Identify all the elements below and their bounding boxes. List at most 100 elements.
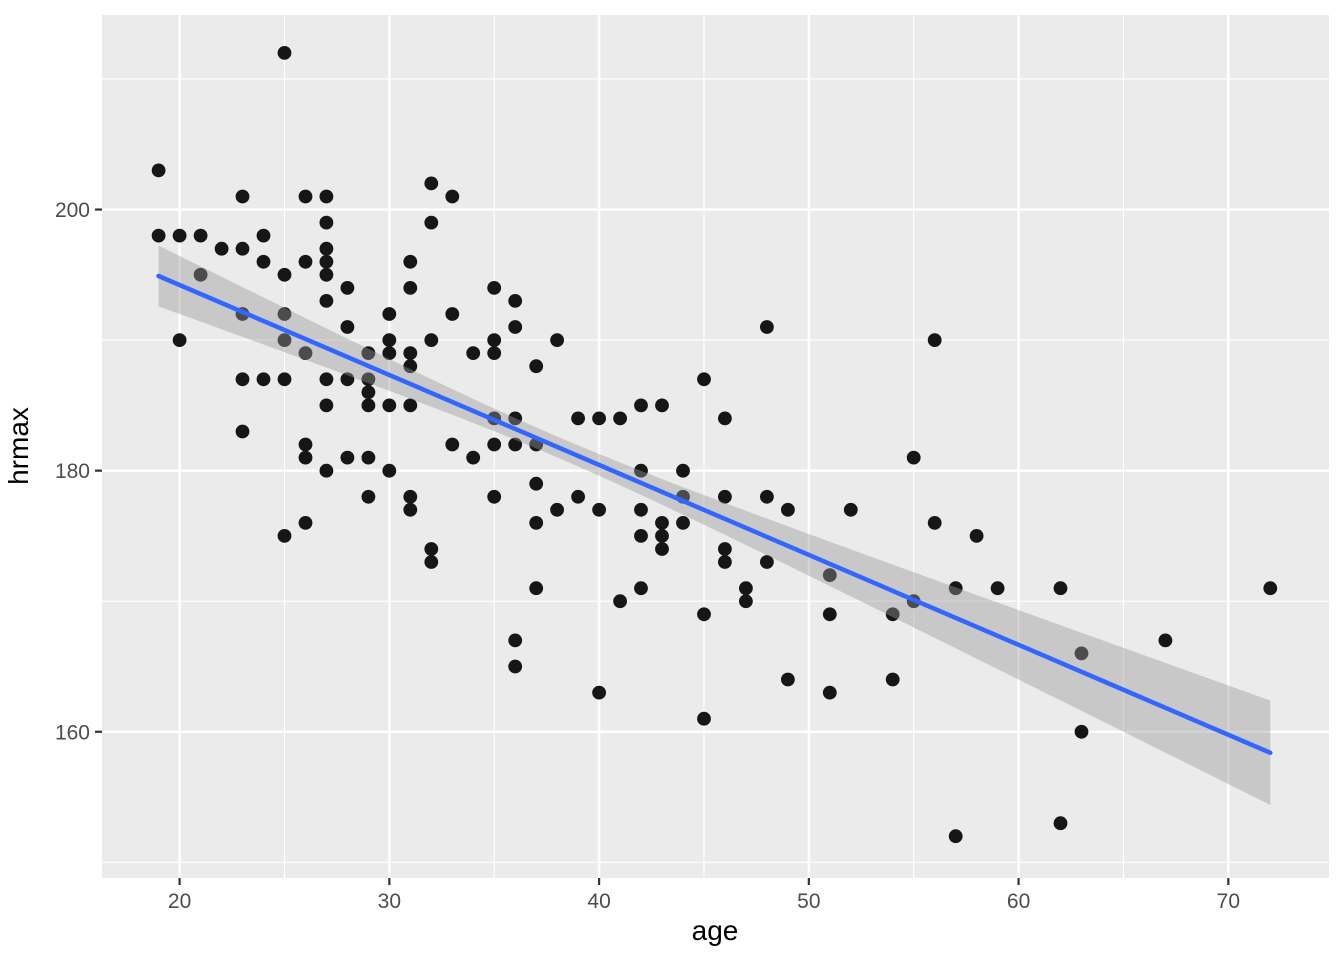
data-point	[906, 450, 921, 465]
data-point	[235, 424, 250, 439]
data-point	[487, 333, 502, 347]
data-point	[948, 581, 963, 596]
data-point	[529, 476, 544, 491]
data-point	[403, 502, 418, 517]
x-tick-label: 50	[797, 890, 820, 913]
data-point	[361, 450, 376, 465]
data-point	[885, 607, 900, 622]
data-point	[822, 568, 837, 582]
data-point	[508, 659, 523, 674]
y-axis-title: hrmax	[3, 407, 34, 485]
data-point	[529, 581, 544, 596]
data-point	[655, 542, 669, 556]
data-point	[697, 372, 711, 387]
data-point	[1158, 633, 1173, 648]
data-point	[508, 437, 523, 452]
data-point	[277, 307, 292, 321]
data-point	[466, 346, 481, 360]
data-point	[697, 607, 711, 622]
data-point	[1074, 646, 1089, 661]
data-point	[340, 450, 355, 465]
data-point	[151, 163, 166, 178]
data-point	[235, 189, 250, 204]
data-point	[151, 228, 166, 243]
data-point	[319, 372, 334, 387]
data-point	[319, 189, 334, 204]
data-point	[298, 189, 313, 204]
y-tick-label: 160	[55, 721, 90, 744]
y-tick-label: 200	[55, 199, 90, 222]
regression-line	[156, 273, 1273, 756]
data-point	[403, 489, 418, 504]
data-point	[403, 281, 418, 295]
data-point	[256, 372, 271, 387]
data-point	[760, 320, 774, 334]
data-point	[361, 385, 376, 400]
data-point	[613, 594, 627, 609]
data-point	[592, 685, 606, 700]
data-point	[403, 346, 418, 360]
data-point	[319, 267, 334, 282]
data-point	[340, 372, 355, 387]
data-point	[382, 307, 397, 321]
data-point	[508, 320, 523, 334]
data-point	[319, 463, 334, 478]
data-point	[718, 411, 732, 426]
data-point	[361, 398, 376, 413]
data-point	[193, 267, 208, 282]
data-point	[718, 555, 732, 569]
data-point	[382, 333, 397, 347]
data-point	[508, 294, 523, 308]
data-point	[277, 529, 292, 543]
data-point	[592, 411, 606, 426]
data-point	[508, 411, 523, 426]
data-point	[1263, 581, 1278, 596]
data-point	[466, 450, 481, 465]
data-point	[340, 320, 355, 334]
data-point	[990, 581, 1005, 596]
data-point	[571, 411, 585, 426]
data-point	[382, 463, 397, 478]
data-point	[193, 228, 208, 243]
data-point	[1053, 816, 1068, 831]
data-point	[634, 529, 648, 543]
data-point	[655, 516, 669, 530]
data-point	[571, 489, 585, 504]
data-point	[592, 502, 606, 517]
data-point	[843, 502, 858, 517]
data-point	[298, 516, 313, 530]
data-point	[948, 829, 963, 844]
data-point	[403, 398, 418, 413]
data-point	[487, 489, 502, 504]
x-tick-label: 40	[587, 890, 610, 913]
data-point	[319, 398, 334, 413]
data-point	[277, 333, 292, 347]
data-point	[361, 489, 376, 504]
data-point	[319, 241, 334, 256]
data-point	[487, 437, 502, 452]
y-tick-label: 180	[55, 460, 90, 483]
data-point	[718, 542, 732, 556]
data-point	[760, 555, 774, 569]
data-point	[172, 228, 187, 243]
data-point	[340, 281, 355, 295]
x-tick-label: 60	[1007, 890, 1030, 913]
data-point	[403, 254, 418, 269]
data-point	[403, 359, 418, 374]
data-point	[319, 215, 334, 230]
data-point	[822, 607, 837, 622]
data-point	[697, 711, 711, 726]
data-point	[235, 372, 250, 387]
confidence-ribbon	[158, 245, 1271, 805]
data-point	[298, 346, 313, 360]
data-point	[382, 398, 397, 413]
x-axis-title: age	[692, 915, 739, 946]
data-point	[298, 450, 313, 465]
data-point	[277, 267, 292, 282]
data-point	[256, 254, 271, 269]
data-point	[319, 294, 334, 308]
data-point	[739, 581, 753, 596]
data-point	[235, 241, 250, 256]
